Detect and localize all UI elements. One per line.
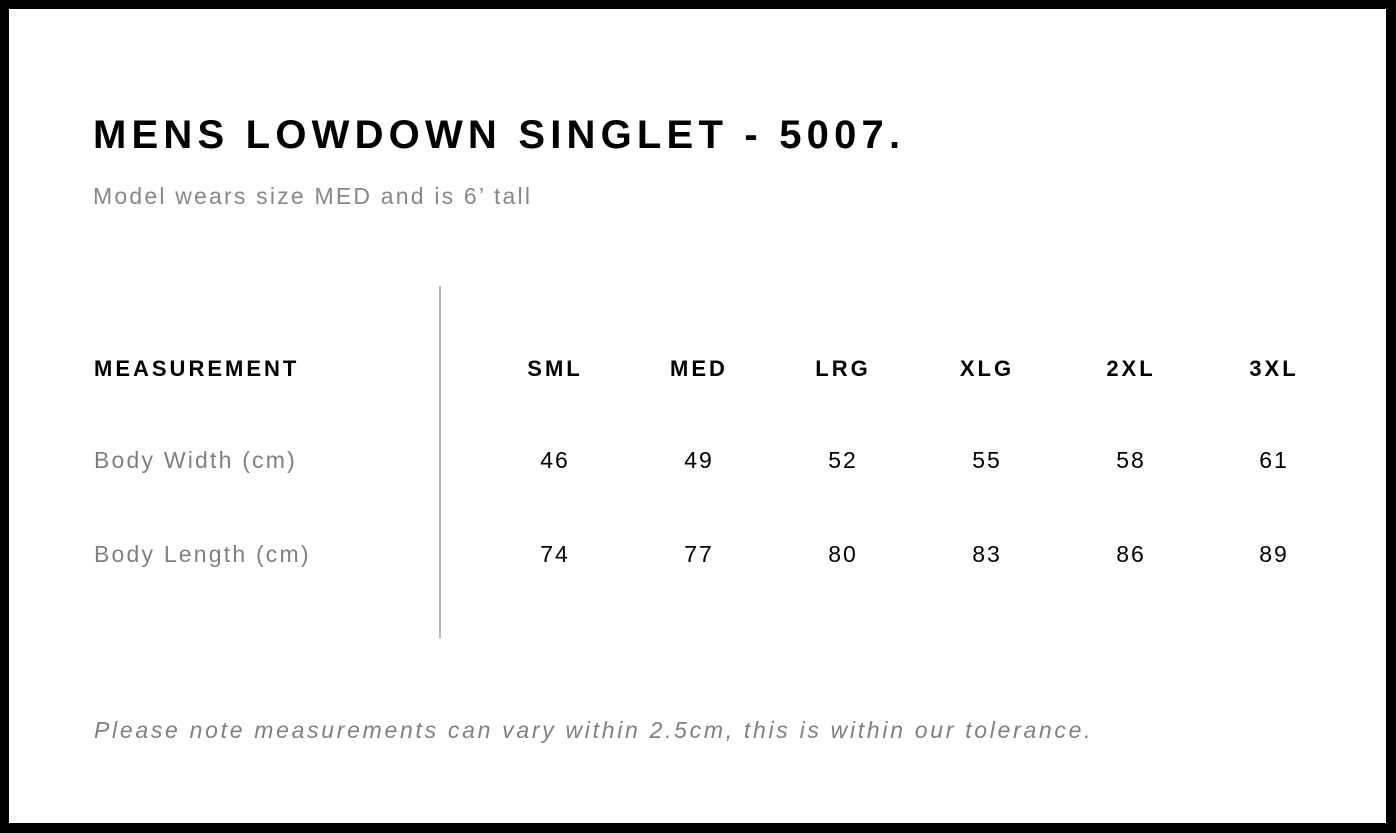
column-divider xyxy=(439,286,441,638)
size-header: 2XL xyxy=(1106,356,1156,381)
size-header: 3XL xyxy=(1249,356,1299,381)
table-cell: 89 xyxy=(1259,541,1289,567)
size-header: SML xyxy=(527,356,583,381)
table-cell: 80 xyxy=(828,541,858,567)
table-cell: 58 xyxy=(1116,447,1146,473)
row-label-body-length: Body Length (cm) xyxy=(94,541,311,567)
model-info: Model wears size MED and is 6’ tall xyxy=(93,183,533,209)
measurement-header: MEASUREMENT xyxy=(94,356,300,381)
table-cell: 77 xyxy=(684,541,714,567)
table-cell: 49 xyxy=(684,447,714,473)
table-cell: 46 xyxy=(540,447,570,473)
page-title: MENS LOWDOWN SINGLET - 5007. xyxy=(93,113,906,157)
table-cell: 86 xyxy=(1116,541,1146,567)
tolerance-note: Please note measurements can vary within… xyxy=(94,717,1094,743)
size-header: XLG xyxy=(959,356,1015,381)
size-header: MED xyxy=(670,356,728,381)
table-cell: 61 xyxy=(1259,447,1289,473)
table-cell: 52 xyxy=(828,447,858,473)
table-cell: 83 xyxy=(972,541,1002,567)
table-cell: 74 xyxy=(540,541,570,567)
size-chart-card: MENS LOWDOWN SINGLET - 5007. Model wears… xyxy=(9,9,1386,823)
size-header: LRG xyxy=(815,356,871,381)
row-label-body-width: Body Width (cm) xyxy=(94,447,297,473)
table-cell: 55 xyxy=(972,447,1002,473)
